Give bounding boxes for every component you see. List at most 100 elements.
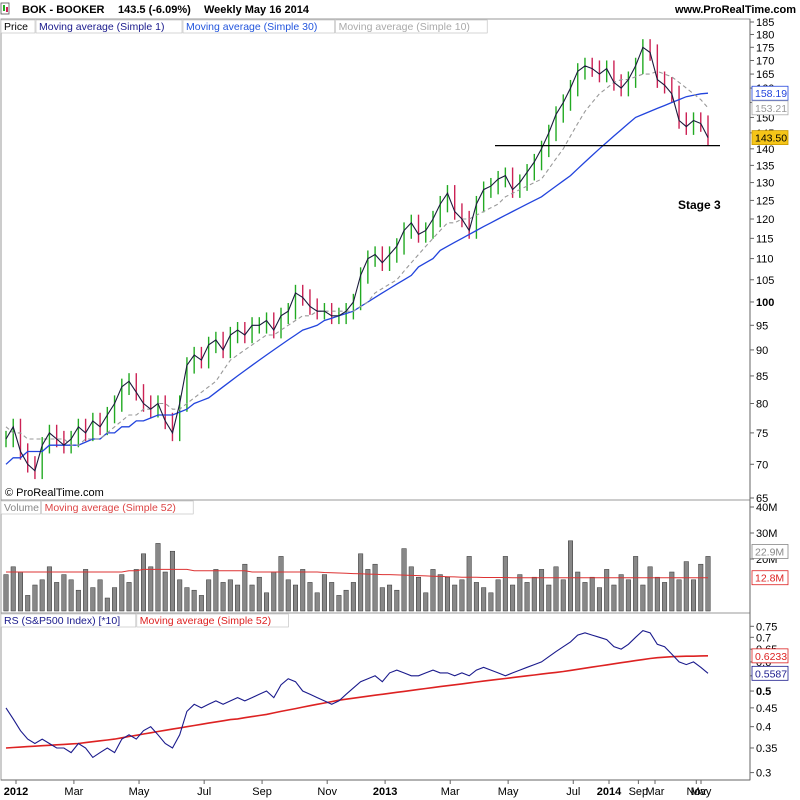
volume-bar-85 (618, 574, 624, 612)
volume-bar-52 (379, 587, 385, 612)
rs-tag-0-box (751, 648, 789, 664)
volume-bar-34 (249, 584, 255, 612)
volume-bar-41 (300, 569, 306, 612)
x-extra-tick-label-2: May (691, 786, 712, 798)
volume-bar-9 (68, 579, 74, 612)
volume-tick-label-0: 40M (756, 502, 777, 514)
volume-bar-66 (481, 587, 487, 612)
volume-bar-96 (698, 563, 704, 612)
volume-bar-22 (162, 571, 168, 612)
price-legend: Price Moving average (Simple 1) Moving ave… (0, 19, 488, 34)
volume-bar-90 (654, 576, 660, 612)
volume-bar-71 (517, 574, 523, 612)
ma1-line (5, 46, 709, 472)
volume-bar-47 (343, 589, 349, 612)
volume-tag-0-label: 22.9M (755, 546, 784, 558)
volume-bar-88 (640, 584, 646, 612)
price-tag-1-box (751, 100, 789, 116)
volume-bar-19 (141, 553, 146, 612)
volume-bar-53 (387, 584, 393, 612)
stage-annotation: Stage 3 (678, 198, 721, 212)
rs-tick-label-6: 0.45 (756, 703, 777, 715)
volume-bar-86 (625, 579, 631, 612)
volume-bar-56 (408, 566, 414, 612)
volume-bar-81 (589, 576, 595, 612)
x-tick-label-11: Nov (687, 786, 707, 798)
volume-bar-20 (148, 566, 154, 612)
volume-bar-62 (452, 584, 458, 612)
volume-bar-23 (169, 550, 175, 612)
volume-plot (3, 540, 711, 612)
volume-legend: Volume Moving average (Simple 52) (0, 500, 194, 515)
volume-bar-33 (242, 563, 248, 612)
price-legend-box-0 (0, 19, 36, 34)
volume-bar-12 (90, 587, 96, 612)
x-tick-label-9: Jul (566, 786, 580, 798)
volume-ma-line (6, 568, 708, 579)
price-tick-label-14: 115 (756, 233, 774, 245)
rs-legend: RS (S&P500 Index) [*10] Moving average (S… (0, 613, 289, 628)
rs-tag-1-box (751, 665, 789, 681)
volume-bar-61 (444, 576, 450, 612)
rs-legend-item-1: Moving average (Simple 52) (140, 615, 271, 627)
rs-tick-label-5: 0.5 (756, 686, 771, 698)
volume-bar-42 (307, 582, 313, 612)
volume-bar-31 (227, 579, 233, 612)
volume-bar-87 (633, 556, 639, 612)
volume-bar-49 (358, 553, 364, 612)
volume-bar-84 (611, 584, 617, 612)
x-tick-label-2: May (129, 786, 150, 798)
volume-bar-11 (83, 569, 89, 612)
volume-bar-67 (488, 592, 494, 612)
price-tick-label-0: 185 (756, 17, 774, 29)
price-tick-label-9: 140 (756, 144, 774, 156)
volume-bar-16 (119, 574, 125, 612)
x-tick-label-1: Mar (64, 786, 83, 798)
price-legend-box-3 (335, 19, 488, 34)
volume-bar-79 (575, 571, 581, 612)
quote-text: 143.5 (-6.09%) (118, 4, 191, 16)
rs-tick-label-1: 0.7 (756, 632, 771, 644)
x-extra-tick-label-1: Mar (646, 786, 665, 798)
volume-bar-91 (662, 582, 668, 612)
volume-bar-29 (213, 569, 219, 612)
price-tick-label-1: 180 (756, 29, 774, 41)
x-tick-label-7: Mar (441, 786, 460, 798)
price-legend-box-1 (35, 19, 183, 34)
volume-bar-38 (278, 556, 284, 612)
volume-bar-78 (568, 540, 573, 612)
price-tick-label-10: 135 (756, 160, 774, 172)
volume-legend-box-0 (0, 500, 41, 515)
volume-bar-51 (372, 563, 378, 612)
volume-bar-68 (495, 579, 501, 612)
volume-bar-93 (676, 579, 682, 612)
volume-bar-43 (314, 592, 320, 612)
volume-bar-37 (271, 571, 277, 612)
volume-bar-58 (423, 592, 429, 612)
volume-bar-69 (502, 556, 508, 612)
volume-bar-95 (691, 579, 697, 612)
rs-legend-box-1 (136, 613, 289, 628)
volume-bar-27 (198, 595, 204, 612)
volume-bar-80 (582, 582, 588, 612)
price-tick-label-12: 125 (756, 195, 774, 207)
volume-bar-46 (336, 595, 342, 612)
rs-tick-label-9: 0.3 (756, 768, 771, 780)
price-tag-0-label: 158.19 (755, 88, 787, 100)
volume-bar-24 (177, 579, 183, 612)
price-tick-label-23: 70 (756, 459, 768, 471)
volume-bar-59 (430, 569, 436, 612)
volume-bar-39 (285, 579, 291, 612)
volume-bar-25 (184, 587, 190, 612)
x-extra-tick-label-0: 2014 (597, 786, 622, 798)
volume-bar-63 (459, 579, 465, 612)
volume-bar-82 (596, 587, 602, 612)
value-tags: 158.19 153.21 143.50 22.9M 12.8M 0.6233 0.5587 (751, 85, 789, 681)
price-tick-label-7: 150 (756, 112, 774, 124)
volume-bar-72 (524, 582, 530, 612)
x-tick-label-5: Nov (317, 786, 337, 798)
price-tag-2-label: 143.50 (755, 133, 787, 145)
price-tick-label-19: 90 (756, 345, 768, 357)
rs-tag-1-label: 0.5587 (755, 668, 787, 680)
volume-bar-26 (191, 589, 197, 612)
